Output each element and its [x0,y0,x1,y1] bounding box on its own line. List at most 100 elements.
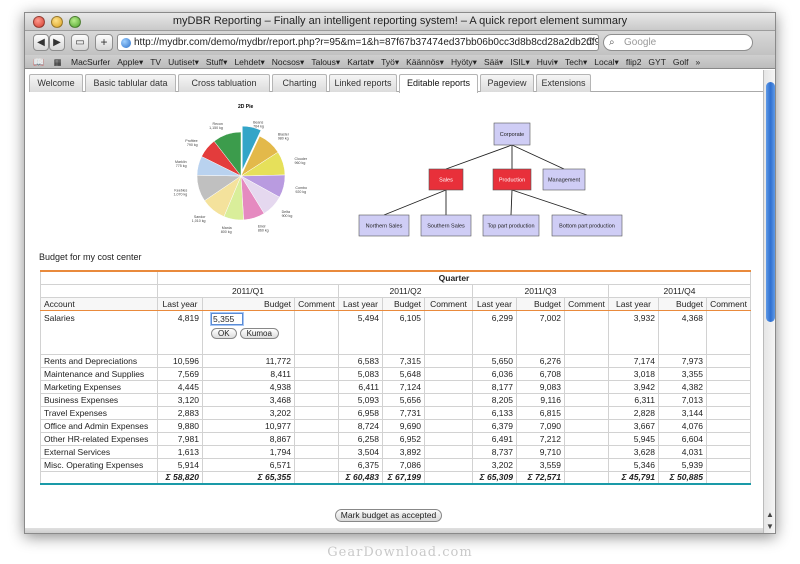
comment-cell[interactable] [294,444,339,459]
budget-cell[interactable]: 7,013 [658,392,707,407]
comment-cell[interactable] [564,405,609,420]
comment-cell[interactable] [564,444,609,459]
bookmark-item[interactable]: Local▾ [594,57,619,67]
comment-cell[interactable] [424,379,473,394]
budget-cell[interactable]: 1,794 [202,444,295,459]
comment-cell[interactable] [705,457,752,472]
budget-cell[interactable]: 6,276 [516,353,565,368]
comment-cell[interactable] [705,392,752,407]
show-tabs-button[interactable]: ▭ [71,34,89,51]
budget-cell[interactable]: 3,559 [516,457,565,472]
comment-cell[interactable] [705,379,752,394]
comment-cell[interactable] [705,353,752,368]
budget-cell[interactable]: 8,411 [202,366,295,381]
comment-cell[interactable] [294,457,339,472]
budget-cell[interactable]: 7,124 [382,379,425,394]
tab-linked-reports[interactable]: Linked reports [329,74,397,92]
comment-cell[interactable] [705,418,752,433]
zoom-window-button[interactable] [69,16,81,28]
budget-cell[interactable]: 3,892 [382,444,425,459]
scroll-up-arrow-icon[interactable]: ▲ [766,510,774,519]
ok-button[interactable]: OK [211,327,237,339]
minimize-window-button[interactable] [51,16,63,28]
bookmark-item[interactable]: Työ▾ [381,57,400,67]
comment-cell[interactable] [705,366,752,381]
budget-cell[interactable]: 6,604 [658,431,707,446]
budget-cell[interactable]: 7,315 [382,353,425,368]
comment-cell[interactable] [424,444,473,459]
budget-cell[interactable]: 7,002 [516,309,565,355]
budget-cell[interactable]: 3,355 [658,366,707,381]
tab-editable-reports[interactable]: Editable reports [399,74,478,93]
budget-cell[interactable]: 9,710 [516,444,565,459]
budget-edit-input[interactable]: 5,355 [211,312,243,325]
bookmark-item[interactable]: Kartat▾ [347,57,375,67]
comment-cell[interactable] [294,309,339,355]
tab-charting[interactable]: Charting [272,74,327,92]
budget-cell[interactable]: 9,116 [516,392,565,407]
budget-cell[interactable]: 5,648 [382,366,425,381]
comment-cell[interactable] [564,431,609,446]
bookmark-item[interactable]: MacSurfer [71,57,111,67]
comment-cell[interactable] [564,418,609,433]
comment-cell[interactable] [705,405,752,420]
budget-cell[interactable]: 4,938 [202,379,295,394]
tab-extensions[interactable]: Extensions [536,74,591,92]
comment-cell[interactable] [705,431,752,446]
mark-budget-accepted-button[interactable]: Mark budget as accepted [335,509,442,522]
bookmark-item[interactable]: flip2 [625,57,642,67]
budget-cell[interactable]: 6,815 [516,405,565,420]
search-input[interactable]: ⌕ Google [603,34,753,51]
scroll-down-arrow-icon[interactable]: ▼ [766,522,774,531]
budget-cell[interactable]: 7,731 [382,405,425,420]
bookmark-item[interactable]: Lehdet▾ [234,57,265,67]
top-sites-grid-icon[interactable]: ▦ [53,57,62,67]
cancel-button[interactable]: Kumoa [239,327,279,339]
comment-cell[interactable] [705,444,752,459]
comment-cell[interactable] [294,418,339,433]
comment-cell[interactable] [424,392,473,407]
comment-cell[interactable] [424,405,473,420]
bookmark-item[interactable]: Stuff▾ [205,57,228,67]
vertical-scrollbar[interactable]: ▲ ▼ [763,70,775,533]
bookmark-item[interactable]: » [695,57,701,67]
bookmark-item[interactable]: Golf [672,57,689,67]
reload-icon[interactable]: C [586,36,594,48]
budget-cell[interactable]: 9,083 [516,379,565,394]
budget-cell[interactable]: 7,212 [516,431,565,446]
bookmark-item[interactable]: Tech▾ [565,57,588,67]
budget-cell[interactable]: 5,939 [658,457,707,472]
bookmark-item[interactable]: Huvi▾ [536,57,558,67]
bookmark-item[interactable]: TV [150,57,162,67]
budget-cell[interactable]: 4,368 [658,309,707,355]
comment-cell[interactable] [424,366,473,381]
budget-cell[interactable]: 5,355 OK Kumoa [202,309,295,355]
budget-cell[interactable]: 6,105 [382,309,425,355]
comment-cell[interactable] [424,353,473,368]
budget-cell[interactable]: 4,031 [658,444,707,459]
comment-cell[interactable] [424,457,473,472]
bookmarks-book-icon[interactable]: 📖 [33,57,45,67]
budget-cell[interactable]: 7,090 [516,418,565,433]
comment-cell[interactable] [424,309,473,355]
bookmark-item[interactable]: Apple▾ [117,57,144,67]
comment-cell[interactable] [294,366,339,381]
bookmark-item[interactable]: Uutiset▾ [168,57,199,67]
comment-cell[interactable] [424,431,473,446]
bookmark-item[interactable]: Talous▾ [311,57,341,67]
comment-cell[interactable] [294,379,339,394]
budget-cell[interactable]: 4,076 [658,418,707,433]
comment-cell[interactable] [294,392,339,407]
bookmark-item[interactable]: ISIL▾ [510,57,530,67]
budget-cell[interactable]: 4,382 [658,379,707,394]
comment-cell[interactable] [564,392,609,407]
forward-button[interactable]: ▶ [49,34,65,51]
budget-cell[interactable]: 5,656 [382,392,425,407]
comment-cell[interactable] [564,366,609,381]
budget-cell[interactable]: 11,772 [202,353,295,368]
add-bookmark-button[interactable]: + [95,34,113,51]
budget-cell[interactable]: 6,571 [202,457,295,472]
tab-basic-tablular-data[interactable]: Basic tablular data [85,74,176,92]
bookmark-item[interactable]: Käännös▾ [406,57,444,67]
tab-cross-tabluation[interactable]: Cross tabluation [178,74,270,92]
